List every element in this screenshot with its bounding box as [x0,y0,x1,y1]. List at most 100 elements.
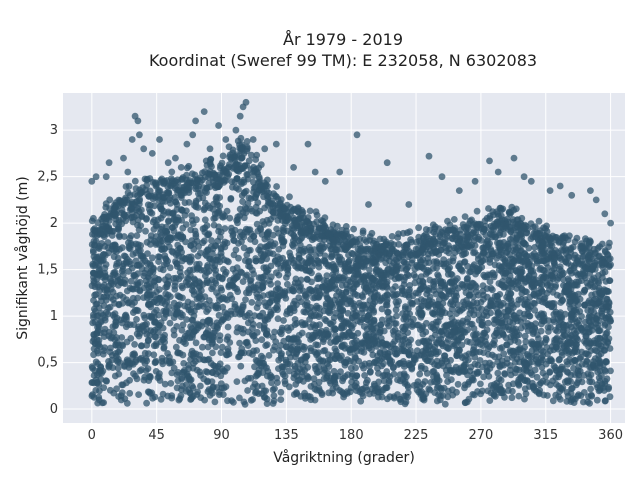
scatter-point [462,399,469,406]
scatter-point [240,189,248,197]
scatter-point [596,252,603,260]
scatter-point [255,173,263,181]
scatter-point [552,381,560,388]
scatter-point [126,389,134,397]
scatter-point [407,236,414,244]
scatter-point [352,262,360,270]
scatter-point [239,278,247,285]
scatter-point [226,214,234,222]
scatter-point [224,323,232,331]
scatter-point [166,319,174,327]
scatter-point [371,387,379,395]
scatter-point [474,255,482,263]
scatter-point [246,277,254,285]
scatter-point [115,196,123,204]
scatter-point [208,237,215,244]
scatter-point [283,310,290,318]
scatter-point [427,379,435,386]
scatter-point [487,302,495,310]
scatter-point [204,246,212,254]
scatter-point [588,392,596,400]
scatter-point [572,269,579,276]
scatter-point [141,349,149,357]
scatter-point [376,235,384,243]
scatter-point [549,272,556,280]
scatter-point [201,396,209,404]
scatter-point [345,258,353,266]
scatter-point [480,225,488,233]
scatter-point [544,301,552,309]
scatter-point [607,367,614,375]
scatter-point [521,395,528,403]
scatter-point [462,356,469,363]
scatter-point [577,354,585,361]
scatter-point [290,237,297,245]
scatter-point [216,233,224,241]
scatter-point [426,293,434,301]
scatter-point [502,270,509,277]
scatter-point [359,229,367,237]
scatter-point [356,388,364,396]
scatter-point [242,296,249,303]
scatter-point [391,326,399,334]
scatter-point [389,364,397,372]
scatter-point [325,230,332,238]
scatter-point [267,262,275,270]
scatter-point [274,315,282,323]
scatter-point [470,261,478,269]
scatter-point [505,262,513,269]
scatter-point [101,314,109,321]
scatter-point [262,342,270,349]
scatter-point [88,392,96,400]
scatter-point [234,137,242,145]
scatter-point [344,285,351,293]
scatter-point [364,312,372,320]
scatter-point [292,381,300,388]
scatter-point [459,267,466,275]
scatter-point [558,256,565,263]
scatter-point [306,393,314,401]
scatter-point [177,233,185,241]
scatter-point [508,302,515,309]
scatter-point [540,391,548,399]
scatter-point [243,339,250,347]
scatter-point [568,294,576,302]
scatter-point [390,292,398,300]
scatter-point [252,156,260,163]
scatter-point [519,372,526,380]
scatter-point [398,264,405,272]
scatter-point [594,368,602,376]
scatter-point [138,212,146,220]
scatter-point [400,287,407,295]
scatter-point [116,275,124,283]
scatter-point [137,222,145,230]
scatter-point [450,216,458,223]
scatter-point [401,305,409,312]
scatter-point [204,262,212,269]
scatter-point [236,394,243,402]
scatter-point [208,285,216,293]
scatter-point [382,301,390,309]
scatter-point [123,338,131,346]
scatter-point [331,373,338,381]
scatter-point [119,293,127,301]
scatter-point [543,222,550,230]
scatter-point [509,380,517,388]
scatter-point [446,258,453,265]
scatter-point [315,363,323,371]
scatter-point [535,343,542,351]
scatter-point [175,293,183,300]
scatter-point [576,295,584,303]
scatter-point [268,197,276,205]
scatter-point [261,363,268,370]
scatter-point [215,388,223,396]
scatter-point [198,295,206,303]
scatter-point [400,277,408,284]
scatter-point [521,385,529,393]
scatter-point [372,244,379,252]
scatter-point [466,217,474,225]
scatter-point [199,239,207,247]
scatter-point [585,243,593,251]
scatter-point [445,242,452,250]
scatter-point [492,386,499,394]
